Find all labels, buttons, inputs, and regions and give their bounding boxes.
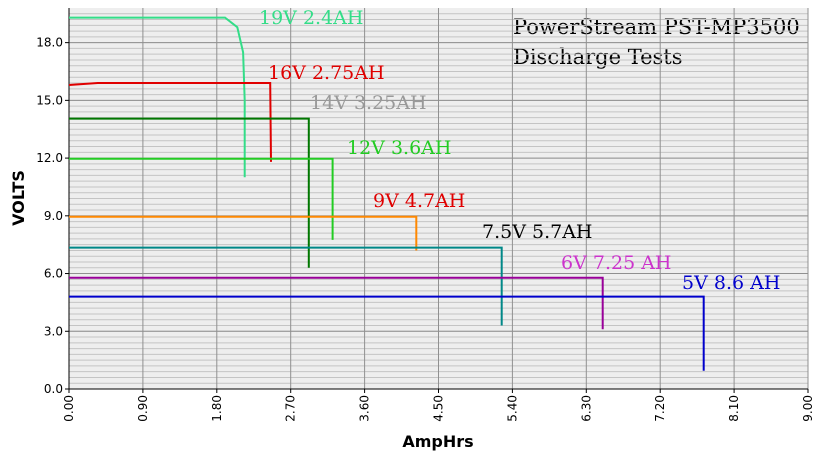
- series-line: [68, 82, 272, 162]
- y-tick-label: 9.0: [44, 209, 63, 223]
- x-axis-label: AmpHrs: [402, 432, 473, 451]
- x-tick-label: 9.00: [801, 395, 814, 422]
- x-tick-label: 1.80: [210, 395, 224, 422]
- series-line: [69, 276, 604, 330]
- series-label: 7.5V 5.7AH: [482, 221, 592, 243]
- series-label: 12V 3.6AH: [347, 137, 451, 159]
- x-tick-label: 5.40: [505, 395, 519, 422]
- series-line: [69, 215, 418, 251]
- x-tick-label: 2.70: [284, 395, 298, 422]
- y-tick-label: 18.0: [36, 36, 63, 50]
- series-line: [69, 295, 705, 371]
- x-tick-label: 6.30: [579, 395, 593, 422]
- x-tick-label: 0.90: [136, 395, 150, 422]
- series-line: [69, 16, 246, 178]
- series-label: 14V 3.25AH: [310, 92, 427, 114]
- y-tick-label: 3.0: [44, 324, 63, 338]
- x-tick-label: 7.20: [653, 395, 667, 422]
- series-label: 6V 7.25 AH: [561, 252, 671, 274]
- y-axis-label: VOLTS: [9, 170, 28, 226]
- series-label: 19V 2.4AH: [259, 7, 363, 29]
- series-label: 5V 8.6 AH: [682, 272, 780, 294]
- x-tick-label: 8.10: [727, 395, 741, 422]
- series-label: 16V 2.75AH: [268, 62, 385, 84]
- x-tick-label: 3.60: [358, 395, 372, 422]
- y-tick-label: 0.0: [44, 382, 63, 396]
- series-line: [69, 246, 503, 326]
- y-tick-label: 12.0: [36, 151, 63, 165]
- x-tick-label: 4.50: [432, 395, 446, 422]
- series-line: [69, 117, 310, 268]
- y-tick-label: 6.0: [44, 267, 63, 281]
- series-line: [69, 157, 334, 240]
- y-tick-label: 15.0: [36, 93, 63, 107]
- x-tick-label: 0.00: [62, 395, 76, 422]
- chart-title: PowerStream PST-MP3500: [513, 15, 800, 39]
- series-label: 9V 4.7AH: [373, 190, 465, 212]
- chart-subtitle: Discharge Tests: [513, 45, 683, 69]
